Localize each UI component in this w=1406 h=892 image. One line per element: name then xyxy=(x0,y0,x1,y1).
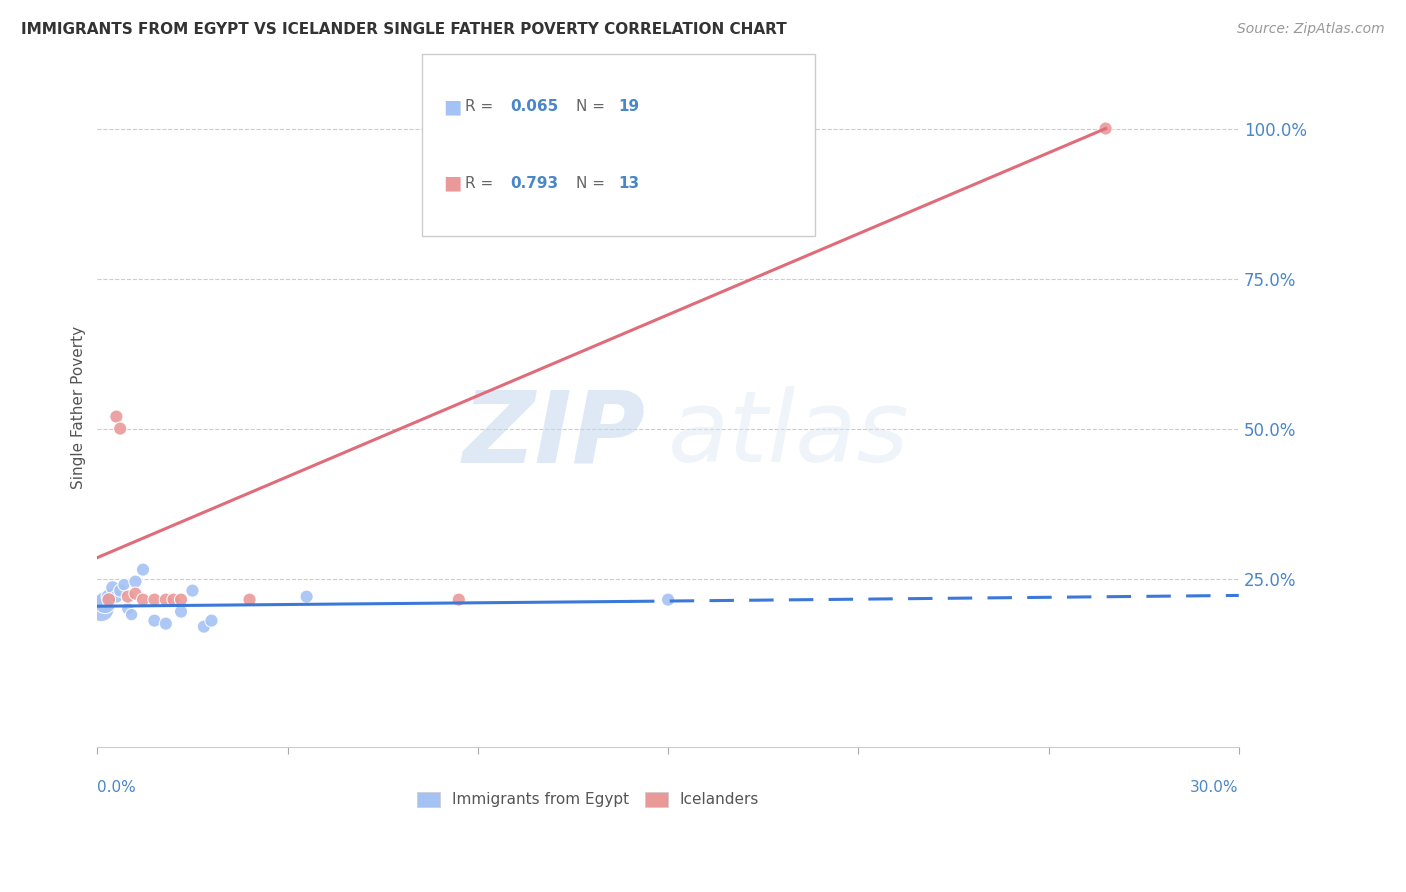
Point xyxy=(101,581,124,595)
Point xyxy=(132,592,155,607)
Text: 0.793: 0.793 xyxy=(510,176,558,191)
Point xyxy=(162,592,184,607)
Point xyxy=(112,577,135,591)
Y-axis label: Single Father Poverty: Single Father Poverty xyxy=(72,326,86,489)
Point xyxy=(117,601,139,615)
Point xyxy=(238,592,260,607)
Point xyxy=(90,601,112,615)
Text: ■: ■ xyxy=(443,174,461,193)
Point xyxy=(657,592,679,607)
Point xyxy=(105,409,128,424)
Point xyxy=(170,605,193,619)
Point xyxy=(108,421,131,435)
Point xyxy=(105,590,128,604)
Text: R =: R = xyxy=(465,99,499,114)
Point xyxy=(117,590,139,604)
Text: 0.0%: 0.0% xyxy=(97,780,136,795)
Point xyxy=(124,574,146,589)
Legend: Immigrants from Egypt, Icelanders: Immigrants from Egypt, Icelanders xyxy=(411,785,765,814)
Text: atlas: atlas xyxy=(668,386,910,483)
Point xyxy=(155,592,177,607)
Text: 13: 13 xyxy=(619,176,640,191)
Text: N =: N = xyxy=(576,176,610,191)
Point xyxy=(143,592,166,607)
Text: Source: ZipAtlas.com: Source: ZipAtlas.com xyxy=(1237,22,1385,37)
Text: IMMIGRANTS FROM EGYPT VS ICELANDER SINGLE FATHER POVERTY CORRELATION CHART: IMMIGRANTS FROM EGYPT VS ICELANDER SINGL… xyxy=(21,22,787,37)
Text: ■: ■ xyxy=(443,97,461,116)
Point xyxy=(447,592,470,607)
Point xyxy=(97,590,120,604)
Point xyxy=(121,607,143,622)
Point xyxy=(94,596,117,610)
Point xyxy=(200,614,222,628)
Point xyxy=(193,619,215,633)
Text: 0.065: 0.065 xyxy=(510,99,558,114)
Point xyxy=(97,592,120,607)
Point xyxy=(155,616,177,631)
Point xyxy=(143,614,166,628)
Point xyxy=(1094,121,1116,136)
Point xyxy=(170,592,193,607)
Point xyxy=(108,583,131,598)
Text: ZIP: ZIP xyxy=(463,386,645,483)
Point xyxy=(132,563,155,577)
Text: 30.0%: 30.0% xyxy=(1191,780,1239,795)
Text: 19: 19 xyxy=(619,99,640,114)
Text: N =: N = xyxy=(576,99,610,114)
Point xyxy=(181,583,204,598)
Text: R =: R = xyxy=(465,176,499,191)
Point xyxy=(124,586,146,600)
Point xyxy=(295,590,318,604)
